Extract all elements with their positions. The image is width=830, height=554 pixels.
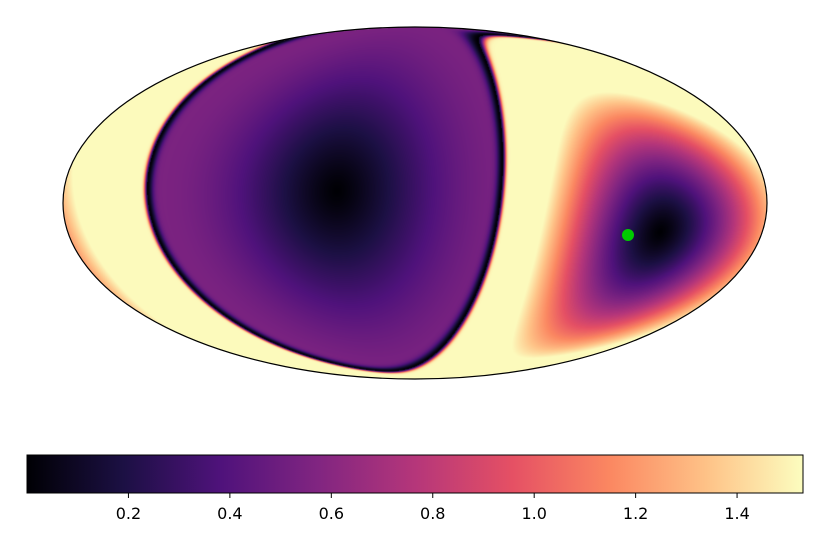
sky-map [62, 26, 768, 380]
colorbar-ticks: 0.2 0.4 0.6 0.8 1.0 1.2 1.4 [116, 493, 750, 523]
heatmap-image [63, 27, 767, 379]
map-outline [62, 26, 768, 380]
colorbar-fill [27, 455, 803, 493]
colorbar-tick-label: 0.4 [217, 504, 242, 523]
colorbar-tick-label: 1.0 [521, 504, 546, 523]
colorbar-tick-label: 0.6 [319, 504, 344, 523]
colorbar: 0.2 0.4 0.6 0.8 1.0 1.2 1.4 [26, 454, 804, 523]
colorbar-tick-label: 1.2 [623, 504, 648, 523]
colorbar-tick-label: 0.8 [420, 504, 445, 523]
colorbar-frame [26, 454, 804, 494]
colorbar-tick-label: 1.4 [724, 504, 749, 523]
colorbar-tick-label: 0.2 [116, 504, 141, 523]
marker-point [622, 229, 634, 241]
